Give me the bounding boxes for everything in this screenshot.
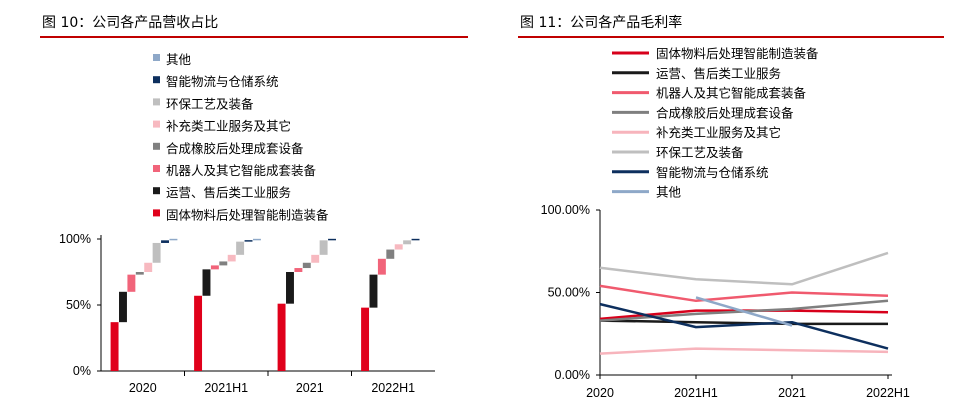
legend-label: 环保工艺及装备	[656, 145, 744, 160]
x-tick-label: 2021H1	[674, 386, 718, 400]
bar-segment	[286, 272, 294, 304]
bar-segment	[311, 254, 320, 263]
legend-label: 其他	[656, 185, 682, 200]
legend-swatch	[153, 54, 160, 61]
x-tick-label: 2022H1	[866, 386, 910, 400]
bar-segment	[127, 274, 136, 292]
legend-label: 智能物流与仓储系统	[656, 165, 769, 180]
bar-segment	[144, 262, 153, 272]
legend-swatch	[153, 76, 160, 84]
right-title-rule	[518, 36, 944, 38]
x-tick-label: 2021H1	[204, 381, 248, 395]
left-title-rule	[40, 36, 468, 38]
legend-label: 合成橡胶后处理成套设备	[656, 105, 794, 120]
series-line	[695, 296, 793, 327]
bar-segment	[227, 254, 236, 262]
legend-label: 固体物料后处理智能制造装备	[656, 46, 819, 61]
series-line	[599, 347, 889, 355]
legend-swatch	[153, 187, 160, 195]
bar-segment	[394, 244, 403, 250]
left-chart-title: 图 10：公司各产品营收占比	[42, 15, 219, 31]
series-line	[599, 302, 889, 350]
bar-segment	[361, 307, 370, 371]
x-tick-label: 2021	[778, 386, 806, 400]
bar-segment	[411, 238, 420, 241]
bar-segment	[294, 268, 303, 272]
bar-segment	[302, 262, 311, 269]
legend-label: 智能物流与仓储系统	[166, 74, 279, 89]
bar-segment	[369, 274, 378, 308]
legend-swatch	[153, 142, 160, 150]
bar-segment	[194, 295, 203, 371]
bar-segment	[277, 303, 286, 371]
legend-label: 机器人及其它智能成套装备	[656, 86, 807, 101]
bar-segment	[319, 240, 328, 255]
legend-label: 运营、售后类工业服务	[656, 66, 781, 81]
y-tick-label: 0.00%	[555, 368, 590, 382]
bar-segment	[110, 322, 119, 371]
bar-segment	[252, 238, 261, 241]
bar-segment	[377, 258, 386, 275]
bar-segment	[152, 242, 161, 263]
series-line	[599, 251, 889, 286]
legend-swatch	[153, 120, 160, 128]
bar-segment	[202, 269, 211, 296]
bar-segment	[135, 272, 144, 275]
legend-swatch	[153, 98, 160, 106]
x-tick-label: 2020	[129, 381, 157, 395]
legend-label: 机器人及其它智能成套装备	[166, 163, 317, 178]
series-line	[599, 319, 888, 326]
bar-segment	[119, 291, 127, 323]
bar-segment	[161, 240, 169, 243]
legend-label: 环保工艺及装备	[166, 96, 254, 111]
legend-label: 合成橡胶后处理成套设备	[166, 141, 304, 156]
bar-segment	[236, 241, 245, 255]
legend-label: 补充类工业服务及其它	[656, 125, 781, 140]
bar-segment	[219, 261, 228, 266]
legend-label: 固体物料后处理智能制造装备	[166, 207, 329, 222]
y-tick-label: 50.00%	[548, 286, 590, 300]
y-tick-label: 100%	[59, 232, 91, 246]
legend-label: 其他	[166, 52, 192, 67]
bar-segment	[244, 240, 253, 242]
legend-label: 补充类工业服务及其它	[166, 119, 291, 134]
legend-swatch	[153, 165, 160, 172]
right-chart-title: 图 11：公司各产品毛利率	[520, 15, 683, 31]
series-line	[599, 284, 889, 303]
y-tick-label: 50%	[66, 298, 91, 312]
legend-label: 运营、售后类工业服务	[166, 185, 291, 200]
legend-swatch	[153, 209, 160, 217]
bar-segment	[386, 249, 395, 259]
x-tick-label: 2022H1	[371, 381, 415, 395]
bar-segment	[169, 238, 178, 241]
bar-segment	[210, 265, 219, 270]
y-tick-label: 0%	[73, 364, 91, 378]
bar-segment	[403, 240, 412, 245]
bar-segment	[328, 238, 336, 241]
x-tick-label: 2021	[296, 381, 324, 395]
x-tick-label: 2020	[586, 386, 614, 400]
y-tick-label: 100.00%	[541, 203, 590, 217]
